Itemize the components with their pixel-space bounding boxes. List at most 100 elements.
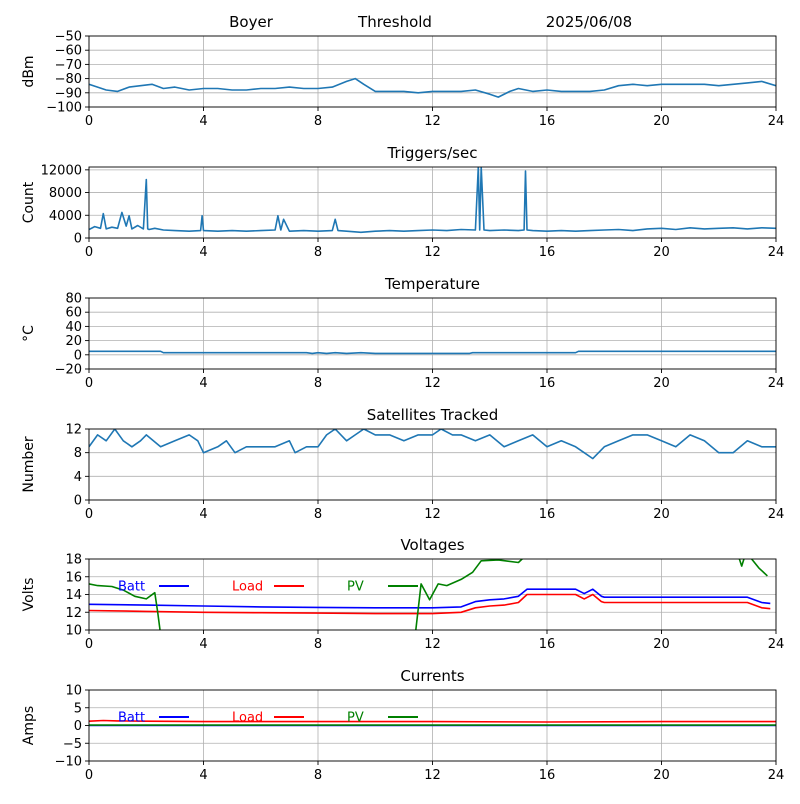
panel-title: Temperature (384, 275, 480, 293)
y-axis-label: Amps (21, 706, 37, 745)
y-tick-label: 12 (65, 423, 82, 438)
y-tick-label: −5 (63, 737, 82, 752)
x-tick-label: 16 (539, 245, 556, 260)
x-tick-label: 16 (539, 768, 556, 783)
x-tick-label: 12 (424, 507, 441, 522)
x-tick-label: 0 (85, 376, 93, 391)
x-tick-label: 12 (424, 376, 441, 391)
x-tick-label: 20 (653, 376, 670, 391)
panel-title: Satellites Tracked (367, 406, 498, 424)
y-tick-label: −10 (55, 755, 82, 770)
y-tick-label: 8000 (49, 186, 82, 201)
x-tick-label: 24 (768, 768, 785, 783)
series-line-0 (89, 429, 776, 460)
x-tick-label: 0 (85, 245, 93, 260)
x-tick-label: 24 (768, 507, 785, 522)
series-line-0 (89, 167, 776, 234)
x-tick-label: 24 (768, 245, 785, 260)
series-line-batt (89, 588, 771, 609)
panel-title: Voltages (400, 536, 464, 554)
x-tick-label: 4 (199, 768, 207, 783)
y-tick-label: 0 (74, 719, 82, 734)
x-tick-label: 20 (653, 637, 670, 652)
x-tick-label: 12 (424, 768, 441, 783)
y-tick-label: 5 (74, 701, 82, 716)
y-tick-label: 12 (65, 606, 82, 621)
x-tick-label: 0 (85, 114, 93, 129)
y-axis-label: °C (21, 325, 37, 342)
y-tick-label: 8 (74, 446, 82, 461)
y-tick-label: 60 (65, 306, 82, 321)
series-line-pv (89, 559, 768, 630)
legend-label-pv: PV (347, 580, 364, 595)
x-tick-label: 20 (653, 114, 670, 129)
x-tick-label: 8 (314, 637, 322, 652)
x-tick-label: 8 (314, 376, 322, 391)
chart-panel-1: 0 4 8 12 16 20 24 0 4000 8000 12000 Count Triggers/s… (21, 144, 784, 260)
y-tick-label: −50 (55, 30, 82, 45)
y-tick-label: −70 (55, 58, 82, 73)
y-axis-label: Volts (21, 578, 37, 612)
x-tick-label: 4 (199, 114, 207, 129)
x-tick-label: 12 (424, 637, 441, 652)
series-line-0 (89, 77, 776, 98)
header-mode: Threshold (357, 13, 432, 31)
x-tick-label: 20 (653, 768, 670, 783)
legend-label-pv: PV (347, 711, 364, 726)
x-tick-label: 4 (199, 376, 207, 391)
chart-panel-3: 0 4 8 12 16 20 24 0 4 8 12 Number Satellites Tracked (21, 406, 784, 522)
x-tick-label: 4 (199, 507, 207, 522)
y-tick-label: −60 (55, 44, 82, 59)
x-tick-label: 24 (768, 114, 785, 129)
x-tick-label: 0 (85, 768, 93, 783)
y-tick-label: 16 (65, 570, 82, 585)
y-tick-label: 14 (65, 588, 82, 603)
y-tick-label: −20 (55, 363, 82, 378)
x-tick-label: 20 (653, 507, 670, 522)
chart-panel-4: 0 4 8 12 16 20 24 10 12 14 16 18 Volts Voltages Batt Lo… (21, 536, 784, 652)
y-tick-label: 12000 (41, 163, 82, 178)
y-tick-label: −90 (55, 86, 82, 101)
y-tick-label: 18 (65, 553, 82, 568)
x-tick-label: 12 (424, 114, 441, 129)
x-tick-label: 0 (85, 637, 93, 652)
y-tick-label: 20 (65, 334, 82, 349)
chart-panel-0: 0 4 8 12 16 20 24 −100−90−80−70−60−50 dBm (21, 30, 784, 130)
x-tick-label: 8 (314, 114, 322, 129)
x-tick-label: 4 (199, 637, 207, 652)
x-tick-label: 16 (539, 507, 556, 522)
y-tick-label: 0 (74, 494, 82, 509)
series-line-0 (89, 350, 776, 355)
x-tick-label: 8 (314, 768, 322, 783)
y-tick-label: 10 (65, 684, 82, 699)
chart-panel-5: 0 4 8 12 16 20 24 −10 −5 0 5 10 Amps Currents Batt Load… (21, 667, 784, 783)
panel-title: Triggers/sec (387, 144, 478, 162)
legend-label-load: Load (232, 580, 263, 595)
y-tick-label: −80 (55, 72, 82, 87)
y-tick-label: 0 (74, 232, 82, 247)
panel-title: Currents (400, 667, 464, 685)
y-tick-label: 4000 (49, 209, 82, 224)
y-tick-label: 0 (74, 348, 82, 363)
y-axis-label: dBm (21, 55, 37, 87)
x-tick-label: 24 (768, 637, 785, 652)
y-axis-label: Count (21, 181, 37, 223)
y-axis-label: Number (21, 436, 37, 492)
x-tick-label: 8 (314, 507, 322, 522)
legend-label-load: Load (232, 711, 263, 726)
x-tick-label: 0 (85, 507, 93, 522)
x-tick-label: 16 (539, 637, 556, 652)
x-tick-label: 24 (768, 376, 785, 391)
header-date: 2025/06/08 (546, 13, 632, 31)
series-line-load (89, 719, 776, 723)
x-tick-label: 8 (314, 245, 322, 260)
series-line-load (89, 593, 771, 615)
x-tick-label: 20 (653, 245, 670, 260)
y-tick-label: 80 (65, 292, 82, 307)
y-tick-label: 10 (65, 624, 82, 639)
legend-label-batt: Batt (118, 711, 145, 726)
y-tick-label: 4 (74, 470, 82, 485)
